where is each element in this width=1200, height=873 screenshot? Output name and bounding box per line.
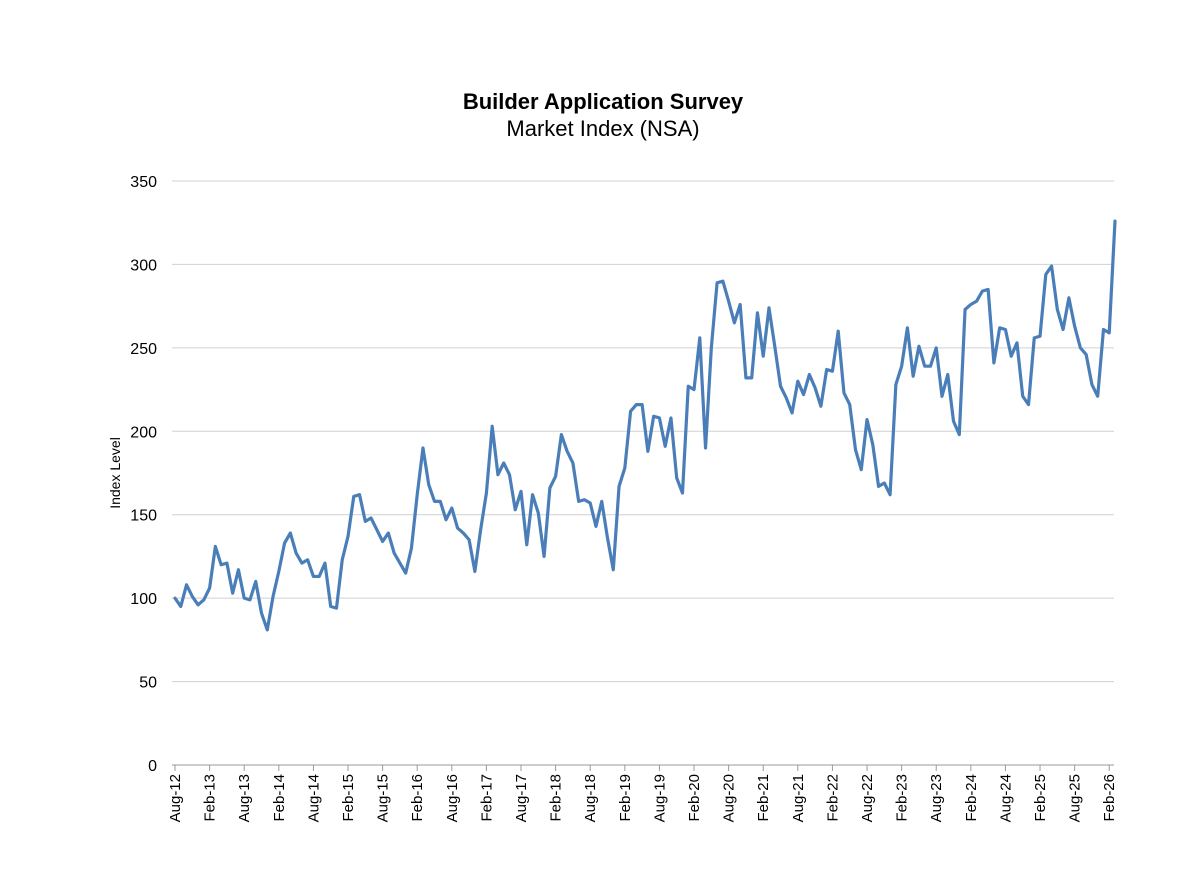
x-tick-label: Aug-20 xyxy=(721,774,738,822)
y-tick-label: 150 xyxy=(130,508,157,525)
series-line-0 xyxy=(173,219,1117,632)
x-tick-label: Aug-15 xyxy=(375,774,392,822)
x-tick-label: Aug-14 xyxy=(305,774,322,822)
y-tick-labels: 0 50 100 150 200 250 300 350 xyxy=(130,174,157,775)
gridlines xyxy=(172,180,1114,766)
x-tick-label: Feb-23 xyxy=(894,774,911,822)
x-tick-label: Feb-17 xyxy=(478,774,495,822)
y-tick-label: 300 xyxy=(130,257,157,274)
x-tick-label: Feb-13 xyxy=(202,774,219,822)
x-tick-label: Feb-21 xyxy=(755,774,772,822)
x-tick-label: Aug-21 xyxy=(790,774,807,822)
x-tick-label: Feb-18 xyxy=(548,774,565,822)
x-tick-label: Aug-22 xyxy=(859,774,876,822)
x-tick-label: Feb-26 xyxy=(1101,774,1118,822)
x-tick-label: Feb-25 xyxy=(1032,774,1049,822)
x-tick-label: Aug-19 xyxy=(651,774,668,822)
x-tick-label: Feb-20 xyxy=(686,774,703,822)
x-tick-label: Aug-12 xyxy=(167,774,184,822)
x-tick-label: Feb-14 xyxy=(271,774,288,822)
x-tick-label: Aug-16 xyxy=(444,774,461,822)
x-tick-labels: Aug-12 Feb-13 Aug-13 Feb-14 Aug-14 Feb-15 Aug-… xyxy=(167,765,1118,822)
series-lines xyxy=(173,219,1117,632)
x-tick-label: Aug-25 xyxy=(1067,774,1084,822)
y-axis-label: Index Level xyxy=(107,437,123,509)
x-tick-label: Aug-13 xyxy=(236,774,253,822)
y-tick-label: 0 xyxy=(148,758,157,775)
x-tick-label: Feb-19 xyxy=(617,774,634,822)
x-tick-label: Aug-24 xyxy=(997,774,1014,822)
y-tick-label: 250 xyxy=(130,341,157,358)
x-tick-label: Aug-18 xyxy=(582,774,599,822)
y-tick-label: 100 xyxy=(130,591,157,608)
y-tick-label: 350 xyxy=(130,174,157,191)
x-tick-label: Feb-22 xyxy=(824,774,841,822)
x-tick-label: Aug-17 xyxy=(513,774,530,822)
y-tick-label: 200 xyxy=(130,424,157,441)
x-tick-label: Feb-15 xyxy=(340,774,357,822)
chart-title: Builder Application Survey xyxy=(463,89,744,114)
x-tick-label: Feb-24 xyxy=(963,774,980,822)
y-tick-label: 50 xyxy=(139,675,157,692)
x-tick-label: Feb-16 xyxy=(409,774,426,822)
x-tick-label: Aug-23 xyxy=(928,774,945,822)
chart-subtitle: Market Index (NSA) xyxy=(506,116,699,141)
